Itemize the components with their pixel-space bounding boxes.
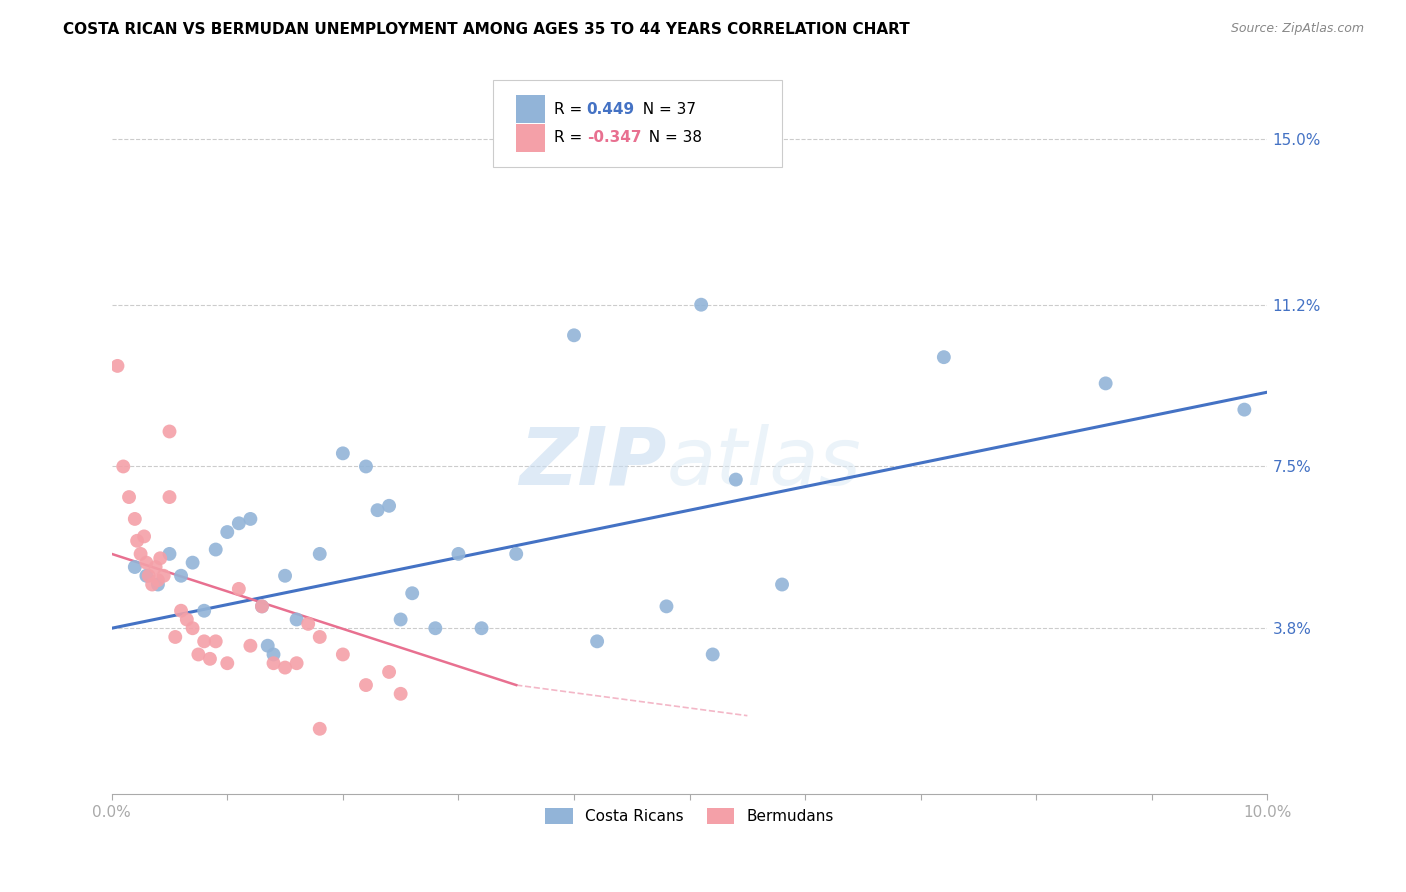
Point (770, 577, 793, 591)
Text: N = 38: N = 38 (638, 130, 702, 145)
Point (274, 568, 297, 582)
Point (586, 634, 609, 648)
Point (425, 621, 447, 635)
Point (159, 490, 181, 504)
Point (193, 634, 215, 648)
Point (285, 657, 308, 671)
Point (332, 648, 354, 662)
Text: ZIP: ZIP (519, 424, 666, 501)
Point (308, 722, 330, 736)
Point (170, 568, 193, 582)
Point (135, 556, 157, 570)
Text: 0.449: 0.449 (586, 102, 636, 117)
Point (145, 560, 167, 574)
Point (932, 350, 955, 364)
Point (217, 524, 239, 539)
Point (118, 490, 141, 504)
Point (250, 599, 273, 614)
Point (165, 630, 187, 644)
Point (193, 604, 215, 618)
Point (505, 547, 527, 561)
Point (146, 573, 169, 587)
Point (204, 634, 226, 648)
Point (228, 516, 250, 531)
Point (274, 660, 297, 674)
Text: R =: R = (554, 130, 588, 145)
Point (263, 657, 285, 671)
Point (176, 612, 198, 626)
Point (159, 425, 181, 439)
Point (378, 499, 401, 513)
Point (562, 328, 585, 343)
Point (655, 599, 678, 614)
Point (170, 604, 193, 618)
Point (354, 678, 377, 692)
Point (146, 577, 169, 591)
Point (141, 577, 163, 591)
Point (129, 547, 152, 561)
Point (138, 568, 160, 582)
Point (107, 359, 129, 373)
Point (378, 665, 401, 679)
Point (690, 298, 713, 312)
Point (149, 551, 172, 566)
Text: -0.347: -0.347 (586, 130, 641, 145)
Point (401, 586, 423, 600)
FancyBboxPatch shape (516, 95, 546, 123)
Point (181, 556, 204, 570)
Point (181, 621, 204, 635)
Legend: Costa Ricans, Bermudans: Costa Ricans, Bermudans (540, 802, 839, 830)
Point (724, 473, 747, 487)
Point (1094, 376, 1116, 391)
Point (127, 533, 149, 548)
Point (152, 568, 174, 582)
Point (198, 652, 221, 666)
Point (124, 560, 146, 574)
Point (239, 512, 262, 526)
Text: COSTA RICAN VS BERMUDAN UNEMPLOYMENT AMONG AGES 35 TO 44 YEARS CORRELATION CHART: COSTA RICAN VS BERMUDAN UNEMPLOYMENT AMO… (63, 22, 910, 37)
Text: N = 37: N = 37 (633, 102, 696, 117)
Point (308, 547, 330, 561)
Point (470, 621, 492, 635)
Point (389, 612, 412, 626)
Point (132, 529, 155, 543)
Point (159, 547, 181, 561)
Point (367, 503, 389, 517)
Point (263, 648, 285, 662)
Point (354, 459, 377, 474)
Point (228, 582, 250, 596)
Point (204, 542, 226, 557)
Point (135, 568, 157, 582)
Point (389, 687, 412, 701)
FancyBboxPatch shape (494, 80, 782, 167)
Point (308, 630, 330, 644)
Point (332, 446, 354, 460)
Point (124, 512, 146, 526)
Point (297, 616, 319, 631)
Point (447, 547, 470, 561)
Point (187, 648, 209, 662)
FancyBboxPatch shape (516, 124, 546, 152)
Point (1233, 402, 1256, 417)
Point (285, 612, 308, 626)
Text: Source: ZipAtlas.com: Source: ZipAtlas.com (1230, 22, 1364, 36)
Point (112, 459, 135, 474)
Point (256, 639, 278, 653)
Point (239, 639, 262, 653)
Text: atlas: atlas (666, 424, 862, 501)
Point (702, 648, 724, 662)
Point (250, 599, 273, 614)
Text: R =: R = (554, 102, 588, 117)
Point (217, 657, 239, 671)
